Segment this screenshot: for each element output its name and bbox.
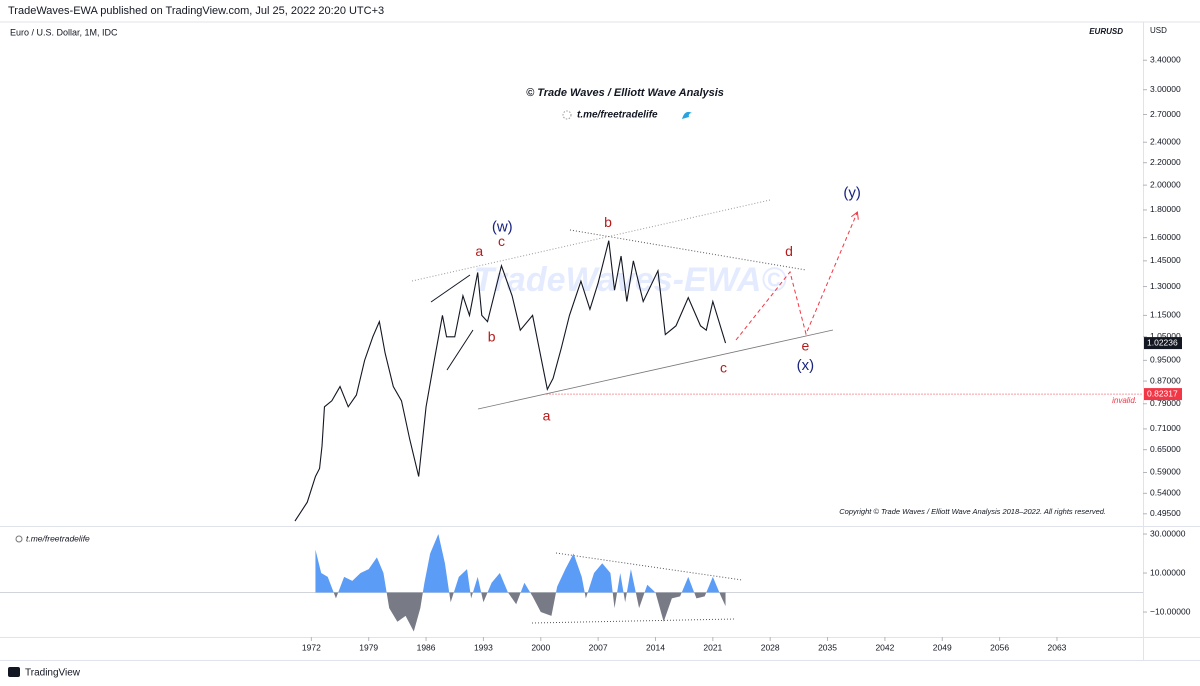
wave-label: e: [802, 338, 810, 354]
drawings: [411, 199, 857, 624]
x-tick-label: 2049: [933, 642, 952, 652]
x-tick-label: 1986: [417, 642, 436, 652]
wave-label: c: [720, 360, 727, 376]
y-tick-label: 1.05000: [1150, 331, 1181, 341]
trend-line: [555, 552, 743, 581]
osc-positive: [315, 534, 720, 593]
title: © Trade Waves / Elliott Wave Analysis: [526, 87, 724, 99]
y-tick-label: 1.30000: [1150, 281, 1181, 291]
wave-label: a: [543, 407, 551, 423]
wave-label: (w): [492, 219, 513, 236]
invalid-note: invalid.: [1112, 396, 1137, 405]
y-tick-label: 1.45000: [1150, 255, 1181, 265]
wave-label: b: [488, 329, 496, 345]
y-tick-label: 3.40000: [1150, 55, 1181, 65]
symbol: Euro / U.S. Dollar, 1M, IDC: [10, 27, 118, 37]
trend-line: [477, 329, 834, 410]
x-tick-label: 2056: [990, 642, 1009, 652]
price-label-bg: [1144, 337, 1182, 350]
x-tick-label: 2021: [703, 642, 722, 652]
price-label: 1.02236: [1147, 337, 1178, 347]
price-label-bg: [1144, 388, 1182, 401]
y-tick-label: 2.00000: [1150, 179, 1181, 189]
tv-logo: [8, 667, 20, 677]
header: TradeWaves-EWA published on TradingView.…: [8, 5, 384, 17]
y-tick-label: 0.54000: [1150, 488, 1181, 498]
price-label: 0.82317: [1147, 388, 1178, 398]
y-tick-label: 0.71000: [1150, 423, 1181, 433]
price-line: [294, 240, 727, 522]
y-tick-label: −10.00000: [1150, 606, 1191, 616]
wave-label: c: [498, 233, 505, 249]
y-tick-label: 0.87000: [1150, 375, 1181, 385]
x-tick-label: 1972: [302, 642, 321, 652]
trend-line: [430, 274, 471, 303]
wave-label: (x): [797, 357, 815, 374]
y-tick-label: 0.59000: [1150, 467, 1181, 477]
y-tick-label: 0.65000: [1150, 444, 1181, 454]
osc-negative: [315, 592, 726, 632]
wave-icon: [682, 111, 692, 119]
y-tick-label: 3.00000: [1150, 84, 1181, 94]
osc-label: t.me/freetradelife: [26, 533, 90, 543]
y-tick-label: 2.40000: [1150, 136, 1181, 146]
x-tick-label: 2014: [646, 642, 665, 652]
ticker: EURUSD: [1089, 27, 1123, 36]
y-tick-label: 1.60000: [1150, 232, 1181, 242]
wave-label: (y): [843, 184, 861, 201]
y-tick-label: 1.80000: [1150, 204, 1181, 214]
y-tick-label: 2.20000: [1150, 157, 1181, 167]
footer: TradingView: [25, 668, 81, 679]
wave-label: d: [785, 243, 793, 259]
x-tick-label: 1993: [474, 642, 493, 652]
x-tick-label: 2007: [589, 642, 608, 652]
x-tick-label: 2042: [875, 642, 894, 652]
projection: [735, 213, 857, 341]
y-tick-label: 2.70000: [1150, 109, 1181, 119]
trend-line: [411, 199, 771, 282]
icon: [562, 110, 572, 120]
x-tick-label: 2028: [761, 642, 780, 652]
x-tick-label: 1979: [359, 642, 378, 652]
trend-line: [446, 329, 474, 371]
wave-label: a: [475, 243, 483, 259]
y-tick-label: 0.79000: [1150, 398, 1181, 408]
x-tick-label: 2063: [1048, 642, 1067, 652]
y-tick-label: 10.00000: [1150, 567, 1186, 577]
y-tick-label: 0.49500: [1150, 508, 1181, 518]
wave-label: b: [604, 214, 612, 230]
y-tick-label: 1.15000: [1150, 310, 1181, 320]
subtitle: t.me/freetradelife: [577, 110, 658, 121]
y-tick-label: 30.00000: [1150, 528, 1186, 538]
currency: USD: [1150, 26, 1167, 35]
trend-line: [531, 618, 736, 624]
x-tick-label: 2000: [531, 642, 550, 652]
link-icon: [15, 535, 23, 543]
y-tick-label: 0.95000: [1150, 355, 1181, 365]
trend-line: [569, 229, 807, 271]
x-tick-label: 2035: [818, 642, 837, 652]
copyright: Copyright © Trade Waves / Elliott Wave A…: [839, 507, 1106, 516]
